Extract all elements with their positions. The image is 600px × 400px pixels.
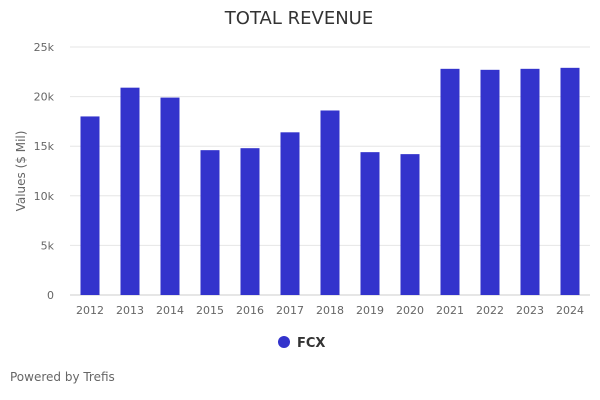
y-tick-label: 25k	[34, 41, 55, 54]
bar-2024[interactable]	[560, 67, 580, 295]
x-tick-label: 2018	[316, 304, 344, 317]
bar-2014[interactable]	[160, 97, 180, 295]
bar-2022[interactable]	[480, 69, 500, 295]
x-tick-label: 2023	[516, 304, 544, 317]
x-tick-label: 2016	[236, 304, 264, 317]
x-tick-label: 2019	[356, 304, 384, 317]
x-tick-label: 2024	[556, 304, 584, 317]
x-tick-label: 2020	[396, 304, 424, 317]
y-tick-label: 10k	[34, 190, 55, 203]
x-tick-label: 2015	[196, 304, 224, 317]
x-tick-label: 2017	[276, 304, 304, 317]
bar-2017[interactable]	[280, 132, 300, 295]
bar-2012[interactable]	[80, 116, 100, 295]
y-tick-label: 5k	[41, 239, 55, 252]
bar-2018[interactable]	[320, 110, 340, 295]
x-tick-label: 2012	[76, 304, 104, 317]
x-tick-label: 2021	[436, 304, 464, 317]
x-tick-label: 2022	[476, 304, 504, 317]
bar-2021[interactable]	[440, 68, 460, 295]
chart-title: TOTAL REVENUE	[224, 8, 373, 29]
bar-2015[interactable]	[200, 150, 220, 295]
x-tick-label: 2014	[156, 304, 184, 317]
bar-2023[interactable]	[520, 68, 540, 295]
y-tick-label: 0	[47, 289, 54, 302]
bar-2016[interactable]	[240, 148, 260, 295]
bar-2020[interactable]	[400, 154, 420, 295]
legend-marker	[278, 336, 290, 348]
bar-2013[interactable]	[120, 87, 140, 295]
legend[interactable]: FCX	[278, 336, 325, 351]
y-tick-label: 15k	[34, 140, 55, 153]
powered-by-footer[interactable]: Powered by Trefis	[10, 370, 115, 384]
bar-2019[interactable]	[360, 152, 380, 295]
x-tick-label: 2013	[116, 304, 144, 317]
y-tick-label: 20k	[34, 91, 55, 104]
y-axis-label: Values ($ Mil)	[14, 131, 28, 212]
legend-label-fcx: FCX	[297, 336, 325, 351]
